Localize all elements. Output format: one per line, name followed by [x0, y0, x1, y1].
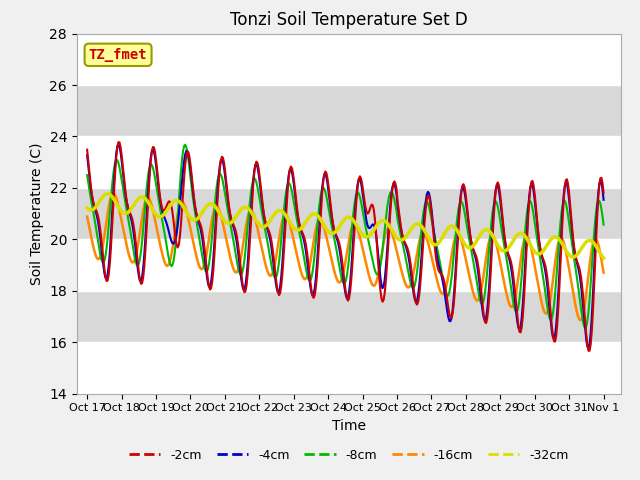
- Bar: [77, 136, 621, 188]
- Legend: -2cm, -4cm, -8cm, -16cm, -32cm: -2cm, -4cm, -8cm, -16cm, -32cm: [124, 444, 573, 467]
- Text: TZ_fmet: TZ_fmet: [89, 48, 147, 62]
- Bar: [77, 240, 621, 291]
- Y-axis label: Soil Temperature (C): Soil Temperature (C): [30, 143, 44, 285]
- Title: Tonzi Soil Temperature Set D: Tonzi Soil Temperature Set D: [230, 11, 468, 29]
- Bar: [77, 188, 621, 240]
- Bar: [77, 291, 621, 342]
- Bar: [77, 85, 621, 136]
- Bar: [77, 34, 621, 85]
- X-axis label: Time: Time: [332, 419, 366, 433]
- Bar: [77, 342, 621, 394]
